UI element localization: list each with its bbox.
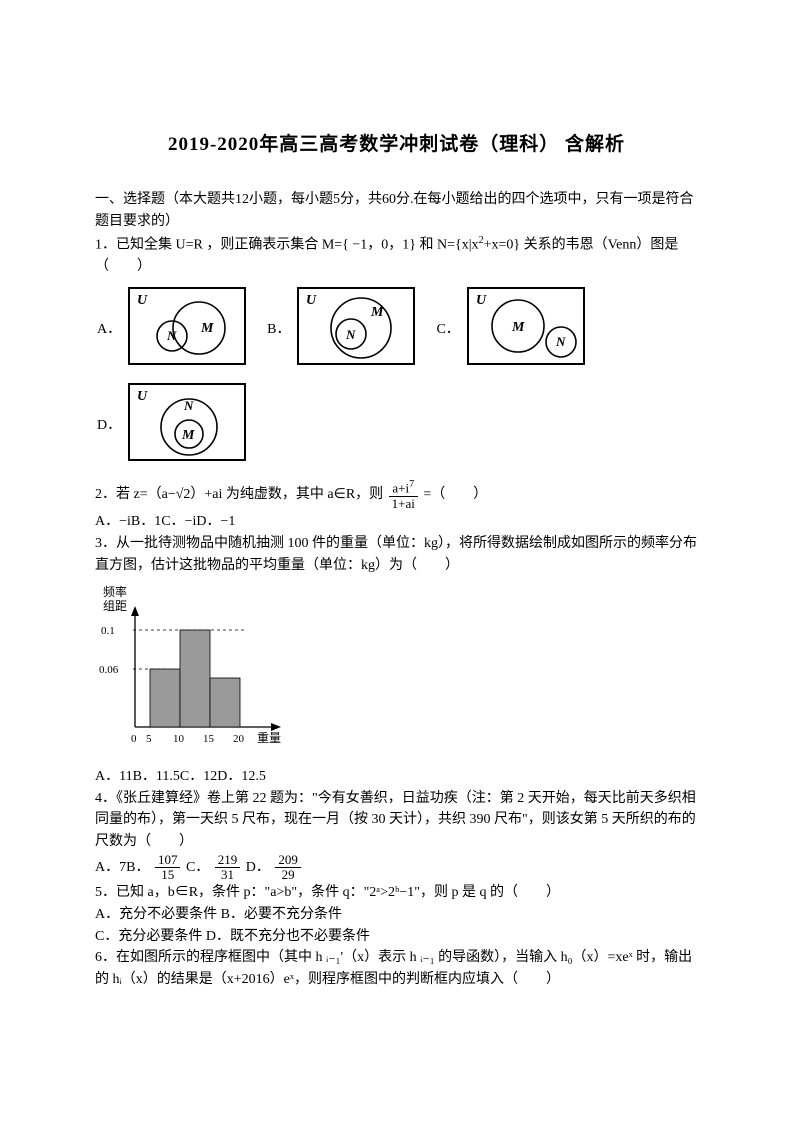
opt-d-label: D． [97, 415, 121, 437]
q3-text: 3．从一批待测物品中随机抽测 100 件的重量（单位：kg），将所得数据绘制成如… [95, 533, 698, 576]
svg-text:M: M [370, 305, 384, 320]
q2-text: 2．若 z=（a−√2）+ai 为纯虚数，其中 a∈R，则 a+i7 1+ai … [95, 479, 698, 511]
opt-b-label: B． [267, 319, 290, 341]
svg-text:10: 10 [173, 733, 185, 745]
svg-text:N: N [555, 334, 566, 349]
svg-text:20: 20 [233, 733, 245, 745]
q4-fc-n: 219 [215, 853, 241, 868]
svg-text:重量: 重量 [257, 731, 281, 745]
svg-text:0.1: 0.1 [101, 625, 115, 637]
svg-text:N: N [166, 328, 177, 343]
svg-text:频率: 频率 [103, 584, 127, 599]
q6-text: 6．在如图所示的程序框图中（其中 h ᵢ₋₁'（x）表示 h ᵢ₋₁ 的导函数）… [95, 947, 698, 990]
q4-fb-n: 107 [155, 853, 181, 868]
svg-text:组距: 组距 [103, 599, 127, 613]
svg-text:0: 0 [131, 733, 137, 745]
q1-text: 1．已知全集 U=R ，则正确表示集合 M={ −1，0，1} 和 N={x|x… [95, 233, 698, 278]
svg-text:M: M [181, 428, 195, 443]
q2-sqrt: √2 [176, 487, 191, 502]
svg-text:N: N [183, 398, 194, 413]
venn-b: U N M [296, 286, 416, 374]
svg-text:U: U [476, 293, 487, 308]
q1-part-a: 1．已知全集 U=R ，则正确表示集合 M={ −1，0，1} 和 N={x|x [95, 237, 479, 252]
exam-page: 2019-2020年高三高考数学冲刺试卷（理科） 含解析 一、选择题（本大题共1… [0, 0, 793, 1122]
q3-options: A．11B．11.5C．12D．12.5 [95, 766, 698, 788]
section-heading: 一、选择题（本大题共12小题，每小题5分，共60分.在每小题给出的四个选项中，只… [95, 189, 698, 232]
q4-labC: C． [186, 860, 209, 875]
q4-text: 4．《张丘建算经》卷上第 22 题为："今有女善织，日益功疾（注：第 2 天开始… [95, 788, 698, 853]
q4-frac-d: 20929 [275, 853, 301, 883]
svg-text:U: U [137, 389, 148, 404]
venn-row-1: A． U N M B． U N M C． [95, 286, 698, 374]
q2-b: ）+ai 为纯虚数，其中 a∈R，则 [190, 487, 383, 502]
svg-text:M: M [511, 320, 525, 335]
q4-frac-b: 10715 [155, 853, 181, 883]
q2-c: =（ ） [423, 487, 487, 502]
q5-text: 5．已知 a，b∈R，条件 p："a>b"，条件 q："2ᵃ>2ᵇ−1"，则 p… [95, 882, 698, 904]
q2-sup7: 7 [409, 479, 414, 490]
svg-text:15: 15 [203, 733, 215, 745]
histogram: 频率 组距 0.1 0.06 0 5 10 15 20 重量 [95, 582, 698, 760]
venn-c: U M N [466, 286, 586, 374]
q4-fb-d: 15 [155, 868, 181, 882]
q2-den: 1+ai [389, 497, 418, 511]
q4-fd-d: 29 [275, 868, 301, 882]
svg-text:5: 5 [146, 733, 152, 745]
q2-options: A．−iB．1C．−iD．−1 [95, 511, 698, 533]
q4-fd-n: 209 [275, 853, 301, 868]
svg-text:N: N [345, 327, 356, 342]
svg-text:U: U [137, 293, 148, 308]
q5-opts-2: C．充分必要条件 D．既不充分也不必要条件 [95, 926, 698, 948]
venn-d: U N M [127, 382, 247, 470]
q4-options: A．7B． 10715 C． 21931 D． 20929 [95, 853, 698, 883]
q4-fc-d: 31 [215, 868, 241, 882]
q4-labA: A．7B． [95, 860, 149, 875]
venn-row-2: D． U N M [95, 382, 698, 470]
q4-frac-c: 21931 [215, 853, 241, 883]
venn-a: U N M [127, 286, 247, 374]
page-title: 2019-2020年高三高考数学冲刺试卷（理科） 含解析 [95, 130, 698, 159]
opt-a-label: A． [97, 319, 121, 341]
svg-text:U: U [306, 293, 317, 308]
q4-labD: D． [246, 860, 270, 875]
opt-c-label: C． [436, 319, 459, 341]
q2-fraction: a+i7 1+ai [389, 479, 418, 511]
svg-text:0.06: 0.06 [99, 664, 119, 676]
q5-opts-1: A．充分不必要条件 B．必要不充分条件 [95, 904, 698, 926]
q2-a: 2．若 z=（a− [95, 487, 176, 502]
svg-text:M: M [200, 321, 214, 336]
q2-num: a+i [392, 481, 409, 496]
